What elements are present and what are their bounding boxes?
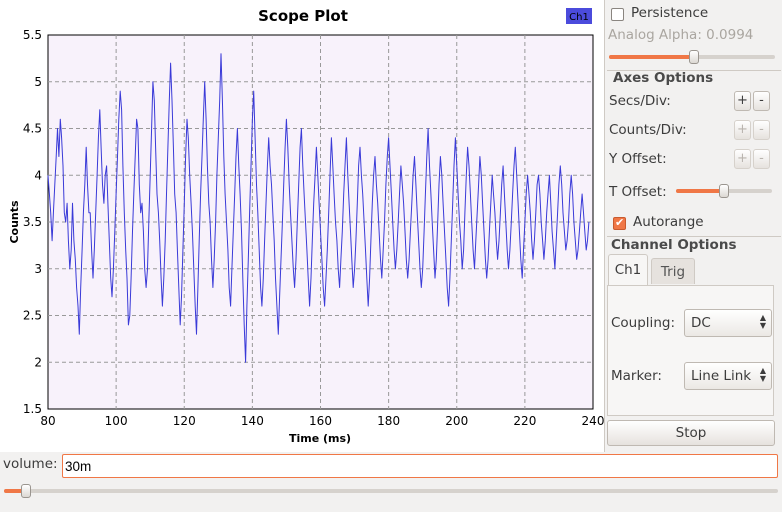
marker-value: Line Link bbox=[691, 368, 752, 384]
x-axis-label: Time (ms) bbox=[289, 432, 351, 445]
x-tick-label: 160 bbox=[309, 414, 332, 428]
marker-select[interactable]: Line Link ▲ ▼ bbox=[684, 362, 772, 390]
volume-slider-handle[interactable] bbox=[21, 484, 31, 498]
t-offset-slider[interactable] bbox=[676, 184, 772, 198]
coupling-select[interactable]: DC ▲ ▼ bbox=[684, 309, 772, 337]
legend-label: Ch1 bbox=[569, 12, 589, 23]
persistence-checkbox[interactable] bbox=[611, 8, 624, 21]
y-tick-label: 4 bbox=[34, 168, 42, 182]
analog-alpha-label: Analog Alpha: 0.0994 bbox=[608, 27, 754, 43]
y-offset-label: Y Offset: bbox=[609, 151, 667, 167]
coupling-value: DC bbox=[691, 315, 711, 331]
counts-div-label: Counts/Div: bbox=[609, 122, 687, 138]
plot-grid bbox=[48, 35, 593, 409]
x-tick-label: 180 bbox=[377, 414, 400, 428]
counts-div-decrease-button[interactable]: - bbox=[753, 120, 770, 140]
y-tick-label: 3.5 bbox=[23, 215, 42, 229]
x-tick-label: 220 bbox=[513, 414, 536, 428]
y-tick-label: 4.5 bbox=[23, 122, 42, 136]
stop-button[interactable]: Stop bbox=[607, 420, 775, 446]
x-tick-label: 140 bbox=[241, 414, 264, 428]
secs-div-decrease-button[interactable]: - bbox=[753, 91, 770, 111]
x-tick-label: 240 bbox=[582, 414, 604, 428]
t-offset-slider-handle[interactable] bbox=[719, 184, 729, 198]
coupling-label: Coupling: bbox=[611, 315, 675, 331]
channel-options-title: Channel Options bbox=[611, 237, 737, 253]
y-tick-label: 5.5 bbox=[23, 28, 42, 42]
series-line-ch1 bbox=[47, 53, 590, 363]
autorange-checkbox[interactable] bbox=[613, 216, 626, 230]
y-tick-label: 3 bbox=[34, 262, 42, 276]
y-tick-label: 1.5 bbox=[23, 402, 42, 416]
volume-bar: volume: bbox=[0, 452, 782, 512]
plot-svg: Scope Plot Ch1 80 100 120 140 160 180 200 220 24… bbox=[8, 7, 604, 445]
secs-div-label: Secs/Div: bbox=[609, 93, 671, 109]
analog-alpha-slider[interactable] bbox=[609, 50, 775, 64]
control-panel: Persistence Analog Alpha: 0.0994 Axes Op… bbox=[604, 0, 782, 452]
analog-alpha-slider-handle[interactable] bbox=[689, 50, 699, 64]
axes-options-title: Axes Options bbox=[613, 70, 714, 86]
volume-label: volume: bbox=[3, 456, 58, 472]
x-tick-label: 100 bbox=[105, 414, 128, 428]
combo-arrows-icon: ▲ ▼ bbox=[759, 313, 766, 330]
plot-title: Scope Plot bbox=[258, 7, 348, 25]
x-tick-label: 120 bbox=[173, 414, 196, 428]
marker-label: Marker: bbox=[611, 368, 662, 384]
volume-slider[interactable] bbox=[4, 484, 778, 498]
y-axis-label: Counts bbox=[8, 200, 21, 244]
counts-div-increase-button[interactable]: + bbox=[734, 120, 751, 140]
y-tick-label: 2.5 bbox=[23, 309, 42, 323]
combo-arrows-icon: ▲ ▼ bbox=[759, 366, 766, 383]
series-group bbox=[47, 53, 590, 363]
tab-trig[interactable]: Trig bbox=[651, 258, 695, 284]
y-tick-label: 2 bbox=[34, 355, 42, 369]
y-offset-decrease-button[interactable]: - bbox=[753, 149, 770, 169]
x-tick-label: 200 bbox=[445, 414, 468, 428]
autorange-label: Autorange bbox=[633, 214, 704, 230]
channel-tab-panel bbox=[607, 285, 774, 416]
legend-swatch bbox=[566, 8, 592, 24]
x-tick-labels: 80 100 120 140 160 180 200 220 240 bbox=[40, 414, 604, 428]
t-offset-label: T Offset: bbox=[609, 184, 667, 200]
secs-div-increase-button[interactable]: + bbox=[734, 91, 751, 111]
y-tick-labels: 1.5 2 2.5 3 3.5 4 4.5 5 5.5 bbox=[23, 28, 42, 416]
volume-input[interactable] bbox=[62, 454, 778, 478]
y-offset-increase-button[interactable]: + bbox=[734, 149, 751, 169]
x-tick-label: 80 bbox=[40, 414, 55, 428]
scope-plot[interactable]: Scope Plot Ch1 80 100 120 140 160 180 200 220 24… bbox=[0, 0, 604, 452]
tab-ch1[interactable]: Ch1 bbox=[608, 254, 648, 286]
persistence-label: Persistence bbox=[631, 5, 709, 21]
y-tick-label: 5 bbox=[34, 75, 42, 89]
